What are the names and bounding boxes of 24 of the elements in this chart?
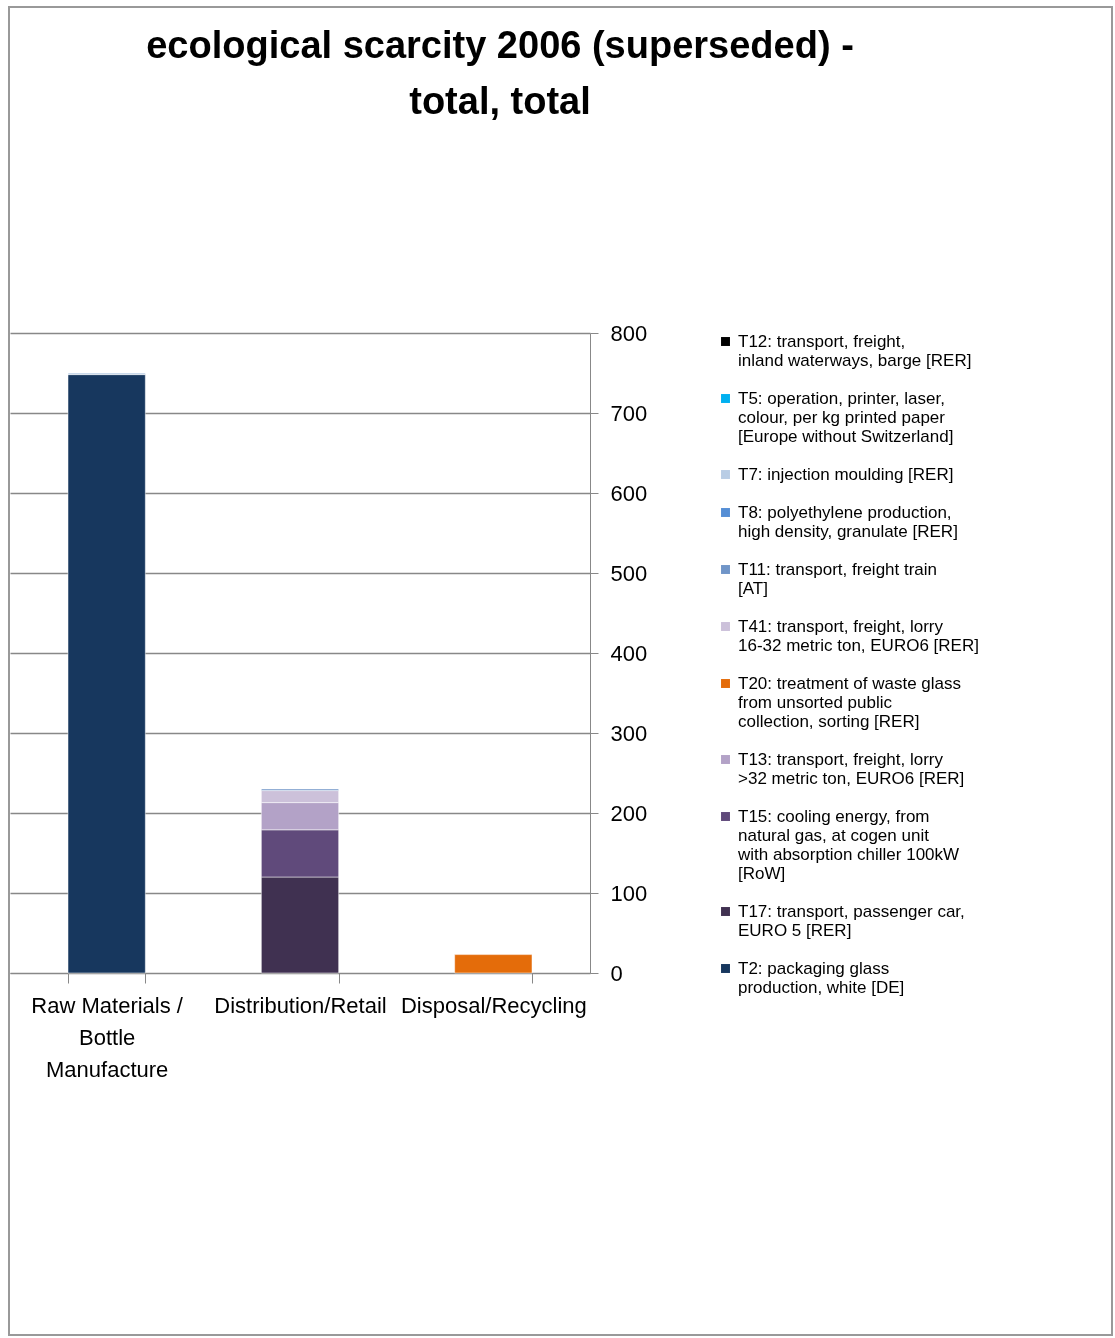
legend-label: T15: cooling energy, from natural gas, at cogen unit with absorption chiller 100kW [RoW] [737, 806, 960, 883]
legend-label: T8: polyethylene production, high density, granulate [RER] [738, 502, 958, 541]
legend-label: T12: transport, freight, inland waterways, barge [RER] [738, 331, 972, 370]
legend-label: T2: packaging glass production, white [DE] [738, 958, 905, 997]
y-tick-label: 0 [610, 960, 623, 986]
y-tick-label: 700 [610, 400, 648, 426]
y-tick-label: 300 [610, 720, 648, 746]
y-tick-label: 400 [610, 640, 648, 666]
y-tick-label: 600 [610, 480, 648, 506]
legend-label: T13: transport, freight, lorry >32 metric ton, EURO6 [RER] [738, 749, 965, 788]
chart-title: ecological scarcity 2006 (superseded) - total, total [146, 24, 854, 122]
y-tick-label: 800 [610, 320, 648, 346]
legend-label: T20: treatment of waste glass from unsorted public collection, sorting [RER] [738, 673, 961, 731]
legend-label: T41: transport, freight, lorry 16-32 metric ton, EURO6 [RER] [738, 616, 979, 655]
x-tick-label: Raw Materials / Bottle Manufacture [31, 992, 184, 1082]
legend-label: T7: injection moulding [RER] [738, 464, 954, 484]
y-tick-label: 200 [610, 800, 648, 826]
x-tick-label: Distribution/Retail [214, 992, 387, 1018]
legend-label: T11: transport, freight train [AT] [738, 559, 938, 598]
legend-label: T17: transport, passenger car, EURO 5 [RER] [738, 901, 965, 940]
x-tick-label: Disposal/Recycling [400, 992, 587, 1018]
y-tick-label: 500 [610, 560, 648, 586]
y-tick-label: 100 [610, 880, 648, 906]
legend-label: T5: operation, printer, laser, colour, per kg printed paper [Europe without Switzerland] [738, 388, 954, 446]
